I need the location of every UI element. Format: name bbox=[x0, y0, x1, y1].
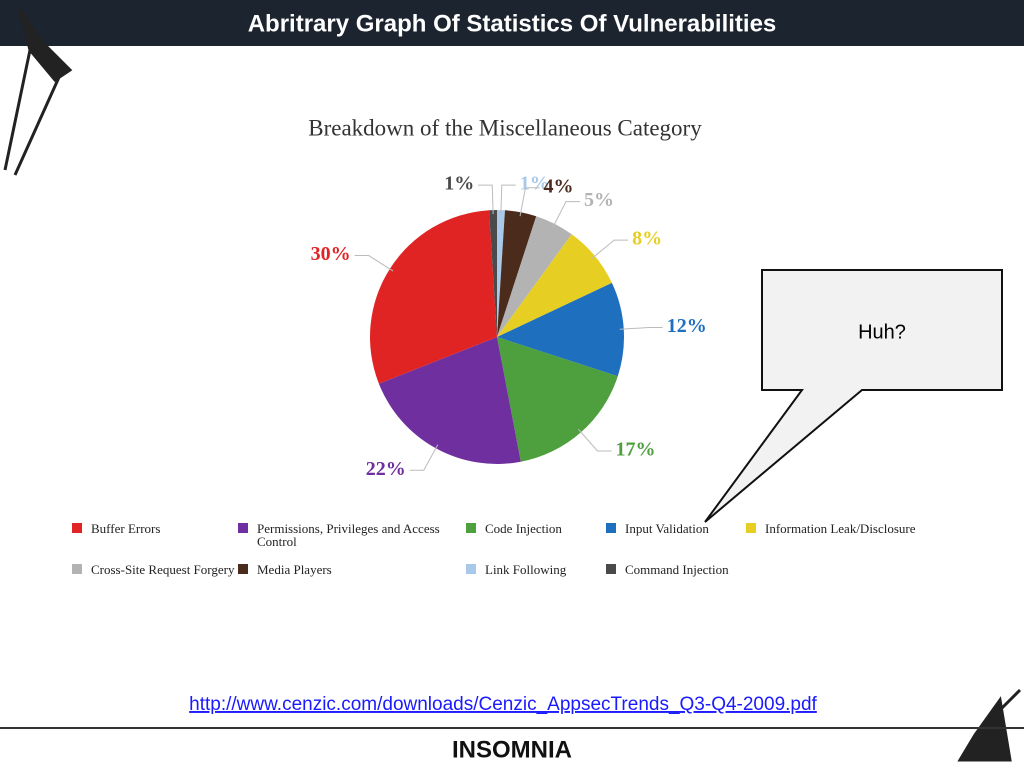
pie-slice bbox=[378, 337, 521, 464]
slide-title: Abritrary Graph Of Statistics Of Vulnera… bbox=[248, 10, 777, 37]
legend-swatch bbox=[746, 523, 756, 533]
data-label: 30% bbox=[311, 243, 351, 265]
data-label: 1% bbox=[520, 173, 550, 195]
legend-entry: Command Injection bbox=[606, 563, 775, 576]
title-banner bbox=[0, 0, 1024, 46]
legend-swatch bbox=[466, 523, 476, 533]
data-label: 4% bbox=[543, 175, 573, 197]
leader-line bbox=[619, 326, 663, 330]
leader-line bbox=[577, 428, 612, 452]
legend-swatch bbox=[606, 523, 616, 533]
data-label: 8% bbox=[632, 228, 662, 250]
data-label: 17% bbox=[616, 439, 656, 461]
legend-label: Command Injection bbox=[625, 562, 729, 577]
legend-entry: Input Validation bbox=[606, 522, 755, 535]
leader-line bbox=[500, 184, 516, 215]
legend-label: Information Leak/Disclosure bbox=[765, 521, 916, 536]
pie-slice bbox=[497, 282, 624, 377]
legend-swatch bbox=[466, 564, 476, 574]
bug-decoration bbox=[3, 9, 73, 176]
footer-logo: INSOMNIA bbox=[452, 736, 572, 763]
leader-line bbox=[552, 201, 581, 228]
legend-label: Code Injection bbox=[485, 521, 562, 536]
legend-swatch bbox=[238, 564, 248, 574]
legend-entry: Media Players bbox=[238, 563, 457, 576]
leader-line bbox=[519, 187, 540, 217]
legend-swatch bbox=[606, 564, 616, 574]
pie-slice bbox=[497, 210, 537, 337]
callout-text: Huh? bbox=[858, 321, 906, 343]
chart-title: Breakdown of the Miscellaneous Category bbox=[308, 115, 702, 140]
source-link[interactable]: http://www.cenzic.com/downloads/Cenzic_A… bbox=[189, 694, 817, 715]
data-label: 12% bbox=[667, 315, 707, 337]
legend-label: Link Following bbox=[485, 562, 567, 577]
legend-entry: Information Leak/Disclosure bbox=[746, 522, 985, 535]
pie-slice bbox=[497, 210, 505, 337]
legend-label: Media Players bbox=[257, 562, 332, 577]
data-label: 22% bbox=[366, 458, 406, 480]
data-label: 5% bbox=[584, 189, 614, 211]
data-label: 1% bbox=[444, 173, 474, 195]
leader-line bbox=[354, 255, 394, 272]
pie-slice bbox=[497, 216, 572, 337]
legend-swatch bbox=[238, 523, 248, 533]
legend-label: Permissions, Privileges and Access Contr… bbox=[257, 521, 440, 549]
pie-slice bbox=[370, 210, 497, 384]
bug-decoration bbox=[957, 688, 1022, 762]
legend-label: Cross-Site Request Forgery bbox=[91, 562, 235, 577]
speech-callout bbox=[704, 269, 1003, 523]
legend-entry: Code Injection bbox=[466, 522, 615, 535]
legend-label: Input Validation bbox=[625, 521, 709, 536]
legend-entry: Cross-Site Request Forgery bbox=[72, 563, 241, 576]
legend-swatch bbox=[72, 523, 82, 533]
legend-label: Buffer Errors bbox=[91, 521, 161, 536]
pie-slice bbox=[497, 234, 612, 337]
legend-entry: Link Following bbox=[466, 563, 615, 576]
legend-entry: Buffer Errors bbox=[72, 522, 241, 535]
legend-entry: Permissions, Privileges and Access Contr… bbox=[238, 522, 457, 548]
legend-swatch bbox=[72, 564, 82, 574]
leader-line bbox=[591, 239, 629, 259]
pie-slice bbox=[489, 210, 497, 337]
leader-line bbox=[478, 184, 494, 215]
leader-line bbox=[409, 444, 439, 471]
pie-slice bbox=[497, 337, 618, 462]
